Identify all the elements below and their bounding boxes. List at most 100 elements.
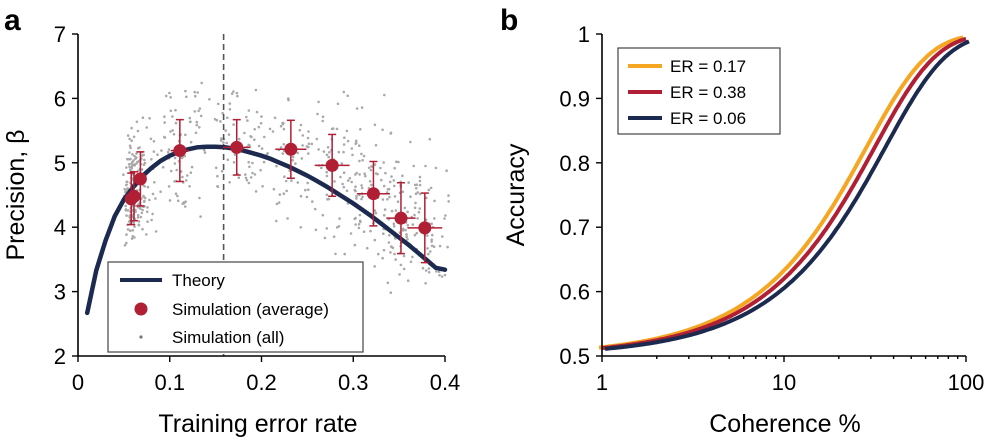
simulation-all-point bbox=[355, 171, 359, 175]
simulation-all-point bbox=[281, 152, 285, 155]
chart-b: 1 10 100 0.5 0.6 0.7 0.8 0.9 1 Coherence % Accu… bbox=[502, 22, 984, 438]
simulation-all-point bbox=[271, 130, 275, 133]
simulation-all-point bbox=[416, 191, 420, 194]
simulation-all-point bbox=[159, 190, 162, 193]
simulation-all-point bbox=[305, 195, 309, 199]
simulation-all-point bbox=[245, 178, 249, 182]
simulation-all-point bbox=[225, 141, 228, 145]
simulation-all-point bbox=[411, 223, 415, 226]
average-marker bbox=[284, 142, 298, 156]
simulation-all-point bbox=[341, 182, 344, 186]
simulation-all-point bbox=[185, 95, 188, 99]
simulation-all-point bbox=[342, 90, 346, 94]
simulation-all-point bbox=[402, 254, 406, 258]
simulation-all-point bbox=[443, 273, 447, 277]
simulation-all-point bbox=[168, 91, 171, 95]
simulation-all-point bbox=[379, 166, 382, 170]
simulation-all-point bbox=[418, 207, 422, 210]
simulation-all-point bbox=[132, 135, 136, 139]
simulation-all-point bbox=[174, 108, 177, 112]
simulation-all-point bbox=[139, 207, 142, 210]
simulation-all-point bbox=[334, 252, 337, 256]
simulation-all-point bbox=[135, 152, 138, 155]
simulation-all-point bbox=[148, 198, 151, 202]
simulation-all-point bbox=[425, 196, 428, 200]
simulation-all-point bbox=[435, 270, 438, 273]
simulation-all-point bbox=[136, 216, 140, 219]
simulation-all-point bbox=[368, 180, 372, 183]
simulation-all-point bbox=[136, 129, 140, 133]
simulation-all-point bbox=[383, 208, 387, 211]
simulation-all-point bbox=[146, 220, 149, 223]
simulation-all-point bbox=[146, 206, 149, 209]
simulation-all-point bbox=[126, 134, 130, 137]
simulation-all-point bbox=[314, 228, 318, 232]
simulation-all-point bbox=[290, 179, 293, 182]
simulation-all-point bbox=[360, 184, 363, 187]
simulation-all-point bbox=[260, 115, 263, 118]
simulation-all-point bbox=[189, 171, 193, 174]
simulation-all-point bbox=[150, 158, 153, 161]
accuracy-line-006 bbox=[604, 39, 970, 351]
x-tick-label: 0 bbox=[72, 370, 84, 395]
simulation-all-point bbox=[401, 190, 405, 194]
simulation-all-point bbox=[401, 227, 405, 231]
simulation-all-point bbox=[361, 158, 364, 162]
simulation-all-point bbox=[382, 232, 385, 235]
simulation-all-point bbox=[370, 183, 373, 187]
simulation-all-point bbox=[326, 198, 329, 201]
simulation-all-point bbox=[228, 102, 232, 105]
simulation-all-point bbox=[128, 137, 131, 141]
simulation-all-point bbox=[357, 226, 361, 230]
simulation-all-point bbox=[321, 119, 325, 123]
simulation-all-point bbox=[321, 213, 325, 217]
simulation-all-point bbox=[389, 291, 393, 295]
simulation-all-point bbox=[354, 223, 357, 226]
simulation-all-point bbox=[246, 119, 249, 122]
legend-er-006-label: ER = 0.06 bbox=[670, 109, 746, 128]
legend-all-label: Simulation (all) bbox=[172, 328, 284, 347]
simulation-all-point bbox=[382, 184, 386, 188]
simulation-all-point bbox=[219, 120, 222, 123]
simulation-all-point bbox=[424, 269, 428, 272]
simulation-average-point-3 bbox=[170, 118, 190, 183]
simulation-all-point bbox=[254, 88, 258, 92]
simulation-all-point bbox=[275, 202, 279, 206]
simulation-all-point bbox=[345, 129, 349, 133]
simulation-all-point bbox=[198, 126, 201, 129]
simulation-all-point bbox=[426, 247, 429, 250]
simulation-all-point bbox=[137, 160, 140, 163]
simulation-all-point bbox=[169, 109, 173, 113]
simulation-all-point bbox=[151, 212, 154, 216]
simulation-all-point bbox=[141, 208, 144, 212]
simulation-all-point bbox=[333, 180, 336, 183]
simulation-all-point bbox=[339, 175, 342, 179]
simulation-all-point bbox=[142, 153, 145, 157]
simulation-all-point bbox=[286, 217, 289, 220]
simulation-all-point bbox=[406, 238, 409, 241]
simulation-all-point bbox=[236, 94, 239, 98]
simulation-all-point bbox=[265, 153, 269, 156]
simulation-all-point bbox=[346, 139, 350, 143]
y-tick-label: 0.8 bbox=[559, 151, 590, 176]
simulation-all-point bbox=[362, 154, 366, 158]
simulation-all-point bbox=[443, 217, 446, 220]
simulation-all-point bbox=[275, 219, 278, 223]
simulation-all-point bbox=[321, 115, 325, 119]
simulation-all-point bbox=[186, 174, 189, 177]
simulation-average-point-6 bbox=[314, 133, 350, 198]
simulation-all-point bbox=[342, 150, 345, 154]
simulation-all-point bbox=[142, 195, 145, 199]
simulation-all-point bbox=[325, 193, 329, 197]
simulation-all-point bbox=[253, 128, 256, 131]
simulation-all-point bbox=[357, 223, 361, 226]
simulation-all-point bbox=[392, 224, 396, 228]
simulation-all-point bbox=[255, 110, 259, 114]
simulation-all-point bbox=[285, 189, 289, 193]
simulation-all-point bbox=[406, 279, 410, 283]
simulation-all-point bbox=[200, 81, 203, 85]
x-axis-title-a: Training error rate bbox=[158, 410, 357, 438]
simulation-all-point bbox=[381, 256, 384, 260]
simulation-all-point bbox=[128, 144, 132, 148]
simulation-all-point bbox=[282, 192, 286, 195]
